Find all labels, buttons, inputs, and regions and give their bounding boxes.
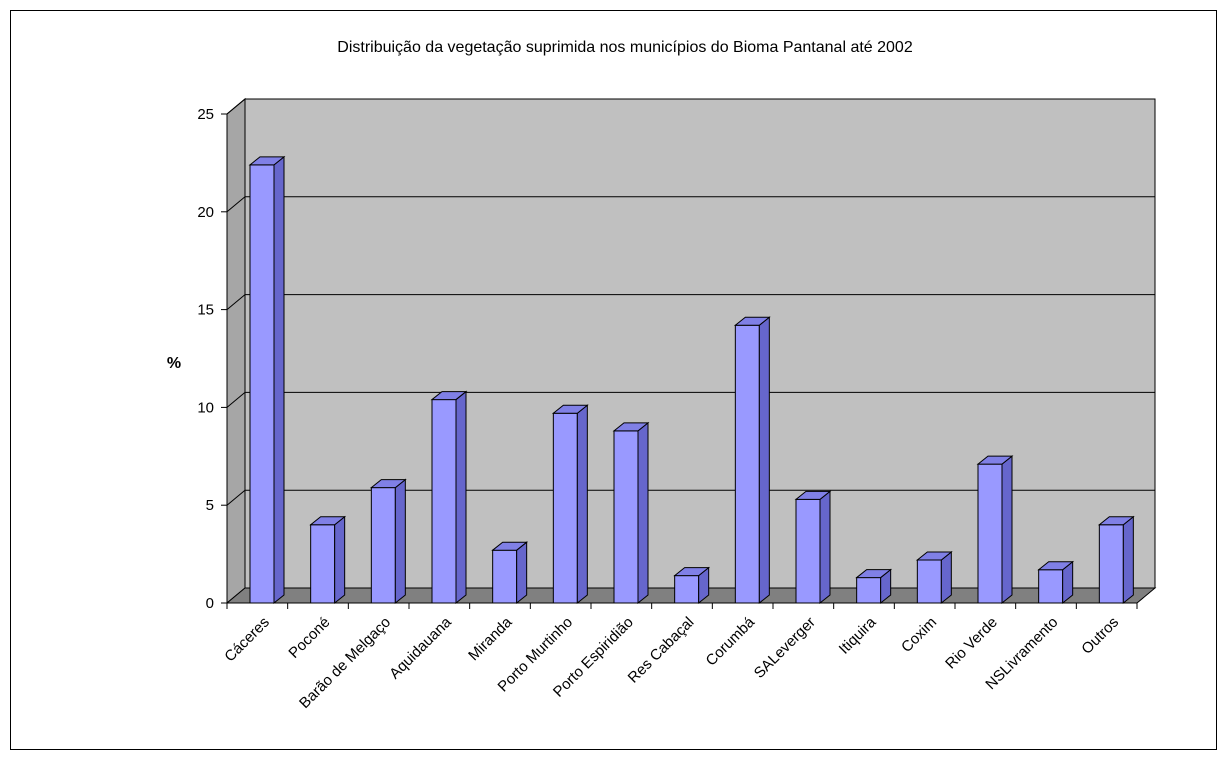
bar-top (855, 569, 893, 579)
gridline-depth (226, 98, 246, 115)
bar-front (1098, 524, 1124, 604)
bar-front (492, 549, 518, 604)
bar-front (1038, 569, 1064, 604)
bar (673, 566, 711, 605)
bar-side (1122, 515, 1134, 605)
gridline-depth (226, 294, 246, 310)
x-tick-label: SALeverger (751, 614, 819, 682)
bar-front (977, 463, 1003, 604)
bar (551, 404, 589, 605)
bar-top (430, 391, 468, 401)
bar-top (612, 422, 650, 432)
y-tick-label: 0 (206, 595, 214, 612)
bar-front (916, 559, 942, 604)
bar (794, 490, 832, 605)
bar-side (334, 515, 346, 605)
bar-top (309, 516, 347, 526)
bar (612, 421, 650, 605)
y-tick-label: 25 (197, 106, 214, 123)
bar-side (455, 390, 467, 605)
bar-top (248, 156, 286, 166)
bar-top (794, 490, 832, 500)
bar-front (674, 575, 700, 604)
y-tick-labels: 0 5 10 15 20 25 (197, 106, 214, 612)
chart-title: Distribuição da vegetação suprimida nos … (337, 39, 913, 56)
y-tick-label: 15 (197, 302, 214, 319)
bar-front (613, 430, 639, 604)
bars (248, 155, 1135, 605)
bar-side (758, 316, 770, 605)
y-tick-label: 20 (197, 204, 214, 221)
bar-front (370, 487, 396, 604)
bar-top (1037, 561, 1075, 571)
bar-side (1001, 455, 1013, 605)
x-tick-label: Itiquira (836, 613, 880, 657)
y-tick-label: 5 (206, 497, 214, 514)
x-tick-label: Coxim (898, 614, 940, 656)
x-tick-label: Corumbá (703, 613, 759, 669)
bar-top (491, 541, 529, 551)
bar-side (819, 490, 831, 605)
bar-top (673, 567, 711, 577)
gridline-depth (226, 196, 246, 213)
plot-walls (225, 97, 1157, 605)
bar-side (516, 541, 528, 605)
x-tick-label: Cáceres (221, 614, 273, 666)
x-tick-label: Rio Verde (942, 614, 1001, 673)
bar-side (394, 478, 406, 605)
bar-front (734, 324, 760, 604)
bar-front (249, 164, 275, 604)
bar (1097, 515, 1135, 605)
bar-side (576, 404, 588, 605)
bar-front (552, 412, 578, 604)
bar-top (915, 551, 953, 561)
bar-front (795, 498, 821, 604)
bar (733, 316, 771, 605)
bar (915, 550, 953, 605)
x-tick-label: Aquidauana (386, 613, 455, 682)
bar-top (1097, 516, 1135, 526)
bar (369, 478, 407, 605)
bar-top (976, 455, 1014, 465)
gridline-depth (226, 489, 246, 506)
y-tick-label: 10 (197, 399, 214, 416)
bar (855, 568, 893, 605)
bar-front (856, 577, 882, 604)
bar-front (310, 524, 336, 604)
bar (491, 541, 529, 605)
bar-top (369, 479, 407, 489)
x-tick-label: Miranda (465, 613, 516, 664)
bar (976, 455, 1014, 605)
x-tick-label: Outros (1078, 614, 1122, 658)
bar-top (551, 404, 589, 414)
bar-side (273, 155, 285, 605)
bar-side (637, 421, 649, 605)
bar (430, 390, 468, 605)
x-tick-label: Poconé (286, 614, 334, 662)
bar (309, 515, 347, 605)
gridlines (226, 98, 1155, 506)
bar-front (431, 399, 457, 604)
bar-side (940, 550, 952, 605)
bar (248, 155, 286, 605)
bar (1037, 560, 1075, 605)
axes (221, 113, 1138, 609)
gridline-depth (226, 392, 246, 408)
y-axis-label: % (167, 355, 181, 372)
bar-top (733, 316, 771, 326)
side-wall (226, 97, 246, 605)
